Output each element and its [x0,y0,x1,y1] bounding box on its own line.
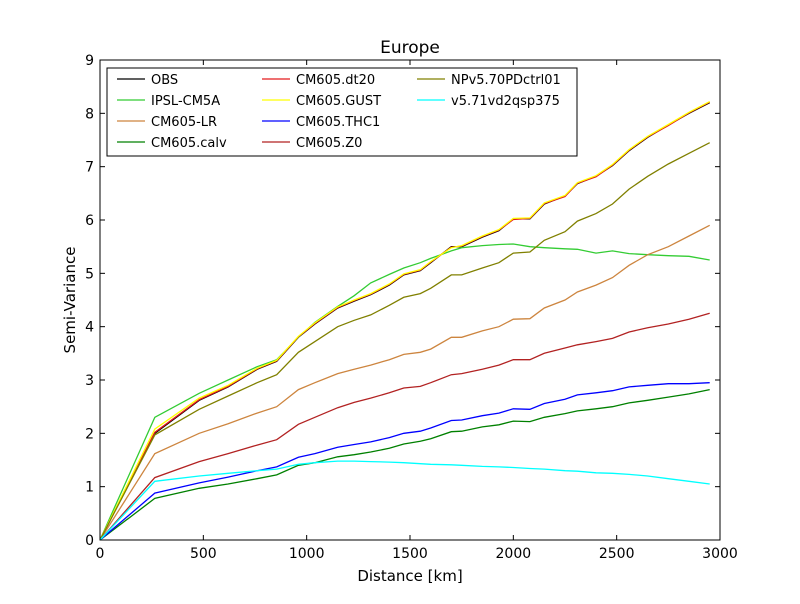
legend-label: v5.71vd2qsp375 [451,94,560,109]
series-line-9 [99,460,710,541]
series-line-8 [99,142,710,541]
x-tick-label: 0 [96,546,105,562]
series-line-6 [99,382,710,541]
y-tick-label: 5 [85,266,94,282]
series-line-2 [99,224,710,541]
legend-label: CM605.THC1 [296,115,380,130]
ticks-layer: 0 500 1000 1500 2000 2500 3000 0 1 2 3 4 5 6 7 8 9 [85,53,738,562]
legend-box [106,67,578,157]
legend-label: CM605.dt20 [296,73,375,88]
y-tick-label: 9 [85,53,94,69]
y-tick-label: 8 [85,106,94,122]
y-tick-label: 4 [85,320,94,336]
series-line-7 [99,312,710,541]
y-axis-label: Semi-Variance [61,247,79,354]
y-tick-label: 3 [85,373,94,389]
x-tick-label: 3000 [702,546,738,562]
x-axis-label: Distance [km] [357,567,462,585]
x-tick-label: 1000 [289,546,325,562]
x-tick-label: 500 [190,546,217,562]
plot-frame [99,59,721,541]
x-tick-label: 2000 [496,546,532,562]
y-tick-label: 0 [85,533,94,549]
legend-label: NPv5.70PDctrl01 [451,73,561,88]
legend-label: CM605.calv [151,136,227,151]
y-tick-label: 7 [85,160,94,176]
legend-label: CM605-LR [151,115,217,130]
legend-label: OBS [151,73,178,88]
legend-label: CM605.Z0 [296,136,362,151]
x-tick-label: 2500 [599,546,635,562]
y-tick-label: 2 [85,426,94,442]
series-layer [99,101,710,541]
legend-label: CM605.GUST [296,94,381,109]
series-line-3 [99,388,710,541]
legend: OBS IPSL-CM5A CM605-LR CM605.calv CM605.dt20… [106,67,578,157]
legend-label: IPSL-CM5A [151,94,220,109]
y-tick-label: 1 [85,480,94,496]
y-tick-label: 6 [85,213,94,229]
x-tick-label: 1500 [392,546,428,562]
chart-title: Europe [380,38,440,58]
series-line-5 [99,101,710,541]
